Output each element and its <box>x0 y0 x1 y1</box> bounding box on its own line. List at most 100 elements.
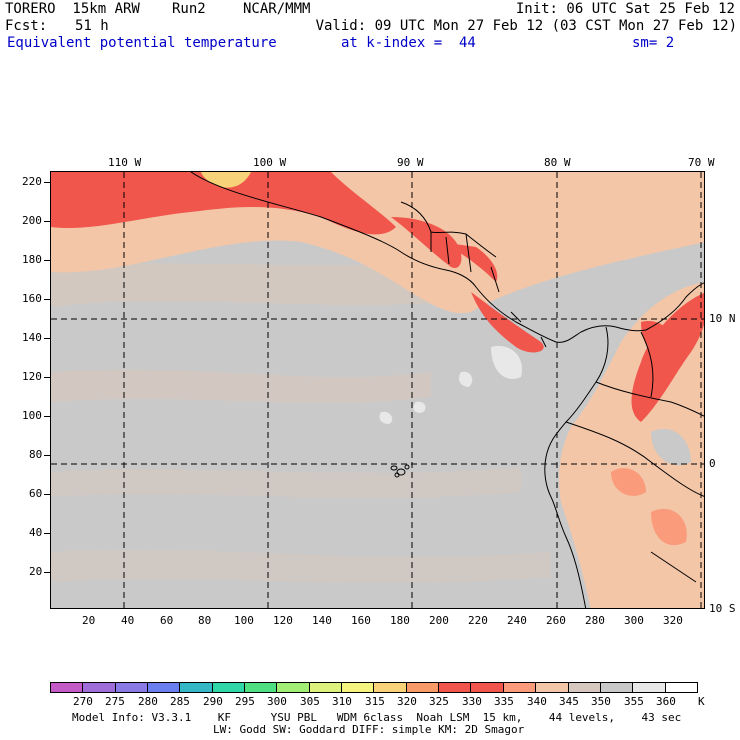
field-costa-rica <box>471 292 544 353</box>
y-tick <box>44 182 50 183</box>
lat-label-10n: 10 N <box>709 312 736 325</box>
field-light-spot <box>379 411 393 424</box>
x-tick-label: 20 <box>82 614 96 627</box>
colorbar-label: 295 <box>235 695 255 708</box>
colorbar-label: 360 <box>656 695 676 708</box>
colorbar-label: 300 <box>267 695 287 708</box>
colorbar-label: 290 <box>203 695 223 708</box>
country-borders <box>430 232 547 348</box>
border-peru-bolivia <box>650 551 697 583</box>
colorbar-swatch <box>148 683 181 692</box>
run-label: Run2 <box>172 1 206 17</box>
colorbar-swatch <box>503 683 537 692</box>
pacific-coastline <box>190 172 647 343</box>
y-tick-label: 20 <box>29 565 43 578</box>
map-field <box>51 172 704 608</box>
y-tick-label: 200 <box>22 214 42 227</box>
coastlines <box>190 172 704 608</box>
colorbar-label: 270 <box>73 695 93 708</box>
colorbar-swatch <box>665 683 697 692</box>
colorbar-swatch <box>536 683 569 692</box>
colorbar-swatch <box>180 683 213 692</box>
lon-label-100w: 100 W <box>253 156 287 169</box>
lon-label-80w: 80 W <box>544 156 571 169</box>
x-tick-label: 260 <box>546 614 566 627</box>
field-hot-honduras <box>441 242 498 282</box>
colorbar-unit: K <box>698 695 705 708</box>
y-tick-label: 80 <box>29 448 43 461</box>
colorbar-label: 305 <box>300 695 320 708</box>
physics-info: LW: Godd SW: Goddard DIFF: simple KM: 2D… <box>213 723 525 736</box>
y-tick-label: 40 <box>29 526 43 539</box>
field-band-tan <box>51 549 551 583</box>
border-colombia-ecuador <box>595 381 704 417</box>
model-info: Model Info: V3.3.1 KF YSU PBL WDM 6class… <box>72 711 682 724</box>
south-america-coastline <box>544 326 609 608</box>
x-tick-label: 180 <box>390 614 410 627</box>
field-light-spot <box>458 371 473 387</box>
x-tick-label: 60 <box>160 614 174 627</box>
init-time: Init: 06 UTC Sat 25 Feb 12 <box>515 1 735 17</box>
y-tick-label: 220 <box>22 175 42 188</box>
map-panel <box>50 171 705 609</box>
colorbar-swatch <box>342 683 375 692</box>
y-tick <box>44 260 50 261</box>
lat-label-10s: 10 S <box>709 602 736 615</box>
y-tick-label: 120 <box>22 370 42 383</box>
forecast-hour: 51 h <box>75 18 109 34</box>
y-tick-label: 60 <box>29 487 43 500</box>
colorbar-label: 315 <box>365 695 385 708</box>
y-tick <box>44 455 50 456</box>
valid-time: Valid: 09 UTC Mon 27 Feb 12 (03 CST Mon … <box>315 18 737 34</box>
colorbar-swatch <box>115 683 149 692</box>
field-hot-north <box>51 172 396 235</box>
y-tick <box>44 377 50 378</box>
y-tick <box>44 572 50 573</box>
colorbar-label: 335 <box>494 695 514 708</box>
colorbar-swatch <box>374 683 407 692</box>
y-tick <box>44 299 50 300</box>
colorbar-swatch <box>568 683 601 692</box>
x-tick-label: 160 <box>351 614 371 627</box>
colorbar-label: 310 <box>332 695 352 708</box>
x-tick-label: 200 <box>429 614 449 627</box>
field-band-tan <box>51 260 451 307</box>
lat-lon-grid <box>51 172 704 608</box>
org-label: NCAR/MMM <box>243 1 311 17</box>
field-name: Equivalent potential temperature <box>7 35 277 51</box>
y-tick-label: 140 <box>22 331 42 344</box>
smoothing-info: sm= 2 <box>632 35 675 51</box>
x-tick-label: 220 <box>468 614 488 627</box>
colorbar-label: 285 <box>170 695 190 708</box>
colorbar-label: 325 <box>429 695 449 708</box>
colorbar-label: 350 <box>591 695 611 708</box>
lon-label-110w: 110 W <box>108 156 142 169</box>
field-light-spot <box>491 346 522 379</box>
x-tick-label: 320 <box>663 614 683 627</box>
field-hot-colombia-west <box>641 321 672 356</box>
x-tick-label: 120 <box>273 614 293 627</box>
field-hot-guatemala <box>391 217 462 268</box>
colorbar-swatch <box>83 683 116 692</box>
field-hot-colombia <box>631 292 704 422</box>
lon-label-90w: 90 W <box>397 156 424 169</box>
colorbar-label: 345 <box>559 695 579 708</box>
field-gray-andes <box>651 428 691 466</box>
colorbar-label: 275 <box>105 695 125 708</box>
colorbar-swatch <box>471 683 504 692</box>
x-tick-label: 80 <box>198 614 212 627</box>
forecast-label: Fcst: <box>5 18 48 34</box>
x-tick-label: 240 <box>507 614 527 627</box>
field-band-tan <box>51 369 431 403</box>
x-tick-label: 280 <box>585 614 605 627</box>
colorbar-swatch <box>51 683 84 692</box>
x-tick-label: 140 <box>312 614 332 627</box>
border-mexico-guatemala <box>400 201 497 258</box>
colorbar-label: 355 <box>624 695 644 708</box>
field-light-spot <box>413 401 426 413</box>
colorbar-swatch <box>277 683 310 692</box>
y-tick <box>44 494 50 495</box>
y-tick-label: 100 <box>22 409 42 422</box>
colorbar <box>50 682 698 693</box>
border-ecuador-peru <box>565 421 704 497</box>
